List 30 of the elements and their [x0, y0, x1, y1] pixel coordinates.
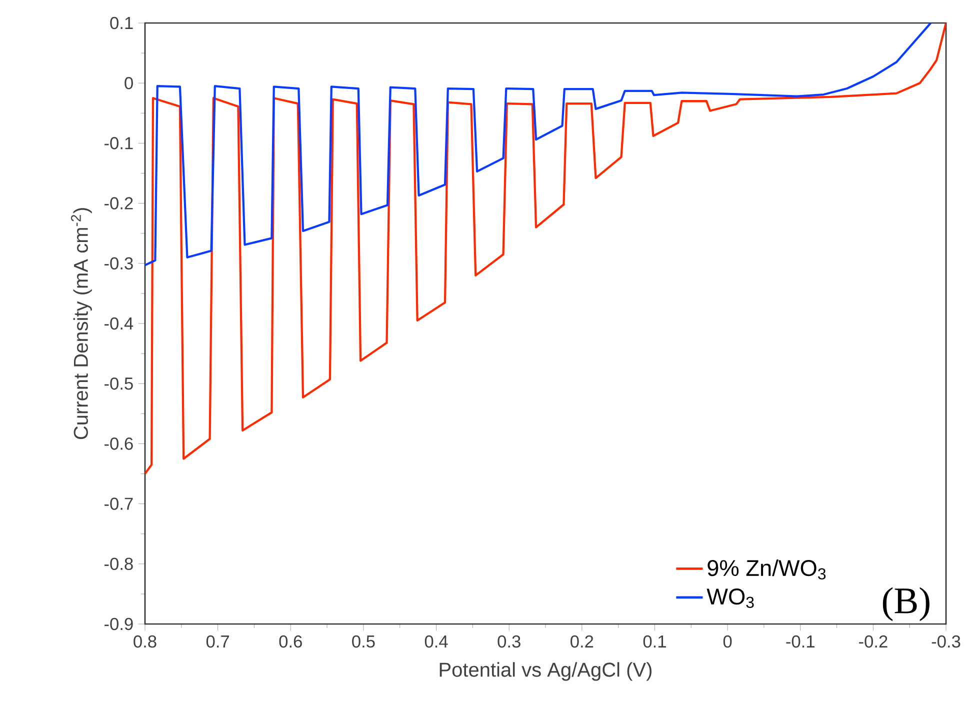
y-tick-label: -0.6: [104, 438, 133, 450]
x-tick-label: 0.7: [206, 635, 229, 648]
x-tick-label: 0.3: [498, 635, 520, 648]
x-tick-label: 0.6: [279, 635, 302, 648]
y-tick-label: 0.1: [110, 16, 133, 30]
y-tick-label: -0.5: [104, 377, 133, 390]
x-tick-label: -0.1: [786, 635, 814, 648]
line-series: [144, 22, 932, 266]
y-tick-label: -0.4: [104, 317, 134, 330]
annotation: (B): [882, 587, 930, 622]
x-tick-label: 0.1: [643, 635, 666, 648]
y-axis-title: Current Density (mA cm$^{-2}$): [71, 208, 92, 440]
x-tick-label: -0.2: [859, 635, 888, 648]
x-axis-title: Potential vs Ag/AgCl (V): [440, 662, 652, 681]
y-tick-label: -0.7: [104, 498, 133, 510]
y-tick-label: -0.1: [104, 137, 133, 150]
x-tick-label: 0.8: [134, 635, 156, 648]
y-tick-label: -0.3: [104, 257, 133, 270]
y-tick-label: -0.2: [104, 197, 133, 210]
x-tick-label: 0.4: [424, 635, 448, 648]
legend-label: 9% Zn/WO$_{3}$: [708, 559, 826, 580]
x-tick-label: -0.3: [932, 635, 960, 648]
y-tick-label: 0: [124, 76, 133, 90]
y-tick-label: -0.9: [104, 618, 133, 630]
x-tick-label: 0.2: [570, 635, 594, 648]
line-series: [144, 22, 946, 475]
x-tick-label: 0: [723, 635, 732, 648]
legend-label: WO$_{3}$: [706, 588, 754, 608]
x-tick-label: 0.5: [352, 635, 375, 648]
y-tick-label: -0.8: [104, 558, 133, 570]
